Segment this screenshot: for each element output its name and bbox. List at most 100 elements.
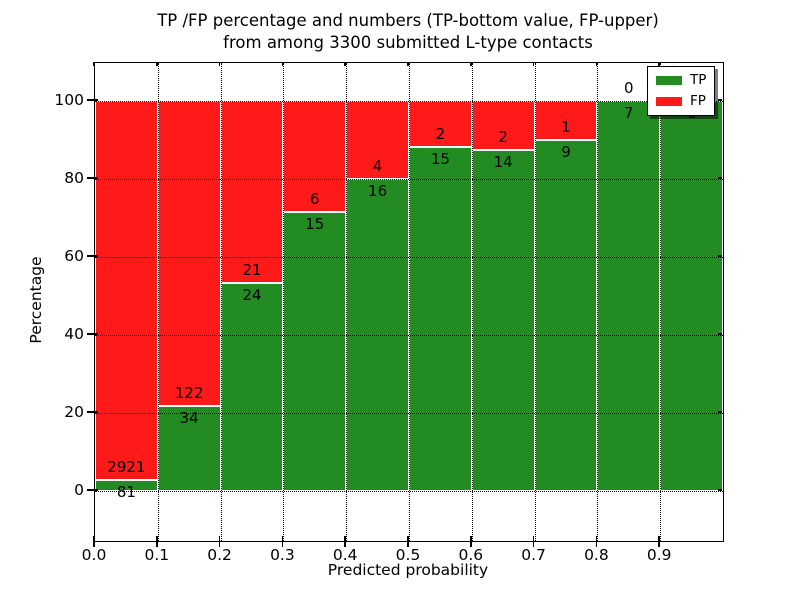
x-tickmark-top [156,62,158,66]
legend: TP FP [647,66,716,116]
x-tickmark-top [218,62,221,66]
tp-bar-segment [220,283,284,491]
x-tickmark [281,536,284,547]
tp-color-swatch [656,76,682,85]
y-tickmark [87,411,98,413]
bar-group: 2 15 [409,101,472,491]
fp-bar-segment [534,101,598,140]
x-tick-label: 0.8 [584,546,609,564]
fp-bar-segment [283,101,347,213]
x-tick-label: 0.9 [646,546,672,564]
bar-group: 6 15 [283,101,347,491]
fp-count-label: 2 [435,124,446,143]
y-tick-label: 20 [64,402,84,421]
bar-group: 122 34 [157,101,221,491]
tp-bar-segment [157,406,221,491]
fp-count-label: 0 [624,79,634,97]
tp-count-label: 15 [430,149,450,168]
fp-bar-segment [220,101,284,283]
y-tickmark-right [718,333,722,335]
tp-count-label: 24 [242,286,262,304]
x-tickmark-top [470,62,472,66]
x-tick-label: 0.4 [332,546,358,564]
x-tick-label: 0.0 [81,546,107,564]
fp-count-label: 1 [561,118,571,136]
x-tickmark-top [595,62,598,66]
x-tickmark [93,536,95,547]
bar-group: 06 [660,79,723,491]
x-tickmark [595,536,598,547]
x-tickmark-top [532,62,535,66]
legend-label-tp: TP [690,72,707,88]
y-tick-label: 80 [64,168,84,187]
x-tickmark [218,536,221,547]
x-tick-label: 0.6 [458,546,484,564]
x-tickmark-top [93,62,95,66]
y-tick-label: 0 [74,480,84,499]
x-tickmark [156,536,158,547]
x-tickmark [658,536,660,547]
x-tickmark [470,536,472,547]
y-tickmark-right [718,489,722,491]
y-tick-label: 60 [64,246,84,265]
y-tickmark-right [718,177,722,179]
x-tickmark [344,536,346,547]
tp-bar-segment [346,179,409,491]
bar-group: 2921 81 [95,101,158,501]
x-tickmark-top [407,62,409,66]
legend-item-tp: TP [656,73,706,88]
fp-count-label: 4 [372,157,383,175]
x-axis-label: Predicted probability [327,561,489,579]
x-tickmark [532,536,535,547]
bar-group: 4 16 [346,101,409,491]
chart-title-line2: from among 3300 submitted L-type contact… [223,33,593,52]
tp-bar-segment [95,480,158,491]
x-tick-label: 0.5 [395,546,421,564]
tp-bar-segment [283,212,347,491]
x-tick-label: 0.7 [521,546,546,564]
x-tick-label: 0.2 [207,546,232,564]
fp-color-swatch [656,97,682,106]
y-tickmark-right [718,99,722,101]
fp-count-label: 6 [310,190,320,209]
legend-item-fp: FP [656,94,706,109]
fp-count-label: 122 [174,384,204,402]
tp-bar-segment [534,140,598,491]
legend-label-fp: FP [690,93,706,109]
y-tick-label: 40 [64,324,84,343]
chart-title: TP /FP percentage and numbers (TP-bottom… [94,10,722,54]
fp-count-label: 2921 [107,458,146,477]
horizontal-gridline [95,491,723,492]
fp-count-label: 21 [242,261,262,279]
y-tickmark [87,177,98,179]
fp-count-label: 2 [498,127,508,146]
y-tickmark [87,255,98,257]
x-tickmark-top [344,62,346,66]
tp-count-label: 15 [305,215,325,234]
tp-count-label: 81 [116,483,136,502]
x-tick-label: 0.1 [144,546,170,564]
x-tickmark-top [281,62,284,66]
plot-area: 292181122342124615416215214190706 [94,62,724,542]
tp-bar-segment [409,146,472,491]
chart-title-line1: TP /FP percentage and numbers (TP-bottom… [157,11,659,30]
y-tickmark [87,489,98,491]
tp-count-label: 7 [624,104,634,122]
tp-bar-segment [597,101,661,491]
x-tick-label: 0.3 [270,546,295,564]
bar-group: 2 14 [471,101,535,491]
x-tickmark-top [658,62,660,66]
y-tickmark [87,99,98,101]
bar-group: 21 24 [220,101,284,491]
x-tickmark [407,536,409,547]
tp-count-label: 9 [561,143,571,161]
y-tick-label: 100 [54,90,84,109]
fp-bar-segment [95,101,158,481]
tp-bar-segment [471,149,535,491]
y-tickmark-right [718,411,722,413]
tp-count-label: 14 [493,152,513,171]
y-tickmark [87,333,98,335]
fp-bar-segment [157,101,221,406]
tp-count-label: 16 [368,182,388,200]
